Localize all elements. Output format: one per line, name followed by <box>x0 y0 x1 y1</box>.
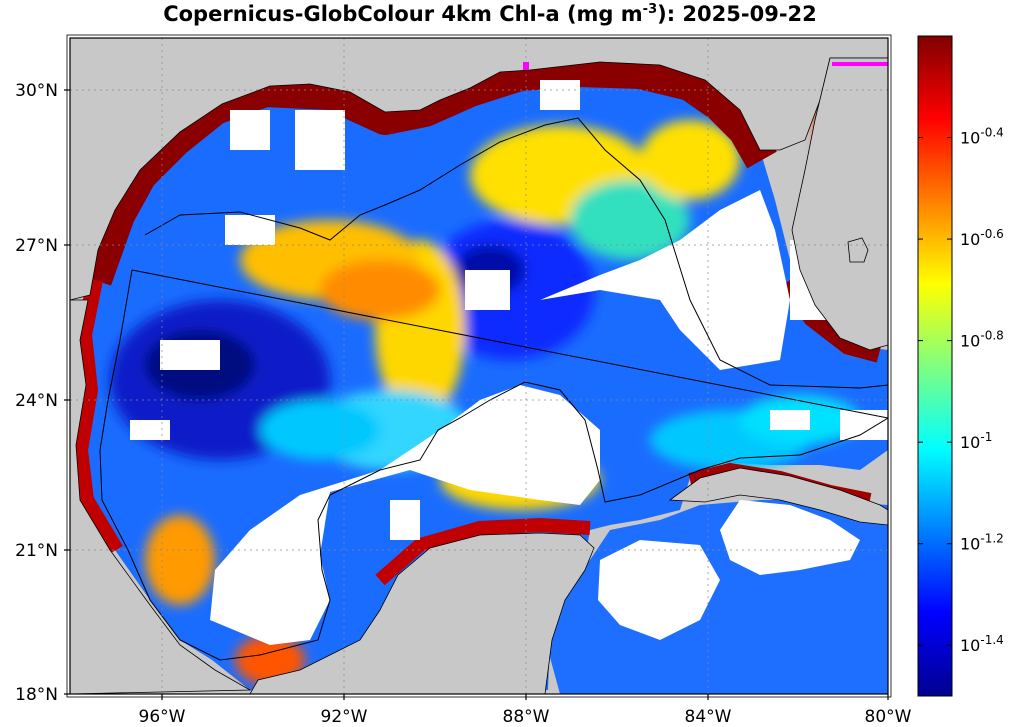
coastal-bloom-west <box>72 278 123 555</box>
title-prefix: Copernicus-GlobColour 4km Chl-a (mg m <box>163 2 643 26</box>
colorbar-tick-label: 10-1.4 <box>960 633 1004 655</box>
colorbar-tick-label: 10-0.8 <box>960 329 1004 351</box>
x-tick-label: 92°W <box>321 707 368 727</box>
land-cuba <box>668 467 888 526</box>
y-axis-labels: 30°N 27°N 24°N 21°N 18°N <box>15 81 58 705</box>
land-florida <box>791 57 888 351</box>
land-yucatan <box>249 532 595 694</box>
y-tick-label: 21°N <box>15 541 58 561</box>
land-mexico <box>70 299 252 694</box>
y-tick-label: 24°N <box>15 391 58 411</box>
map-frame-outer <box>66 34 892 698</box>
land-bahamas-island <box>847 237 869 263</box>
magenta-marker <box>523 62 529 70</box>
coastal-bloom-yucatan <box>375 517 591 586</box>
map-frame <box>69 37 889 695</box>
colorbar-tick-label: 10-0.6 <box>960 227 1004 249</box>
y-tick-label: 18°N <box>15 685 58 705</box>
map-plot-area <box>70 38 888 694</box>
graticule <box>70 38 888 694</box>
colorbar <box>917 35 953 697</box>
colorbar-ticks: 10-0.4 10-0.6 10-0.8 10-1 10-1.2 10-1.4 <box>918 126 1004 655</box>
title-exponent: -3 <box>642 2 658 17</box>
colorbar-tick-label: 10-1 <box>960 430 992 452</box>
x-tick-label: 96°W <box>139 707 186 727</box>
map-title: Copernicus-GlobColour 4km Chl-a (mg m-3)… <box>0 2 980 26</box>
colorbar-tick-label: 10-0.4 <box>960 126 1004 148</box>
title-suffix: ): 2025-09-22 <box>657 2 817 26</box>
cloud-mask <box>130 80 888 645</box>
x-axis-labels: 96°W 92°W 88°W 84°W 80°W <box>139 707 912 727</box>
isobath-contour <box>99 117 888 661</box>
axis-ticks <box>64 89 889 700</box>
y-tick-label: 30°N <box>15 81 58 101</box>
x-tick-label: 80°W <box>865 707 912 727</box>
land-north <box>70 38 888 301</box>
coastal-bloom <box>78 53 777 286</box>
y-tick-label: 27°N <box>15 236 58 256</box>
colorbar-tick-label: 10-1.2 <box>960 532 1004 554</box>
x-tick-label: 88°W <box>503 707 550 727</box>
x-tick-label: 84°W <box>685 707 732 727</box>
